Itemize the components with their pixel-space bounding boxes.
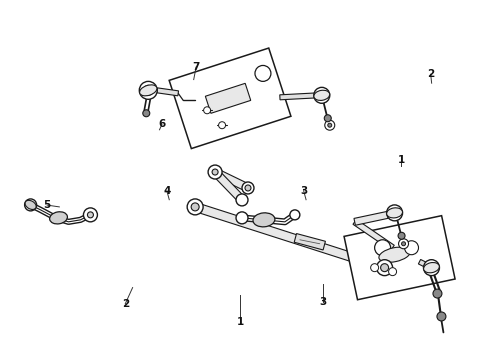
Circle shape [219,122,225,129]
Circle shape [387,205,403,221]
Text: 1: 1 [398,155,405,165]
Ellipse shape [140,85,157,96]
Circle shape [377,260,392,276]
Circle shape [423,260,440,276]
Ellipse shape [387,208,402,218]
Polygon shape [344,216,455,300]
Circle shape [370,264,379,272]
Circle shape [83,208,98,222]
Text: 5: 5 [44,200,51,210]
Circle shape [143,110,150,117]
Polygon shape [294,234,325,250]
Polygon shape [169,48,291,149]
Circle shape [255,66,271,81]
Circle shape [375,240,391,256]
Circle shape [290,210,300,220]
Circle shape [405,241,418,255]
Circle shape [212,169,218,175]
Ellipse shape [49,212,68,224]
Circle shape [433,289,442,298]
Ellipse shape [314,90,330,100]
Circle shape [242,182,254,194]
Circle shape [325,120,335,130]
Circle shape [187,199,203,215]
Circle shape [401,242,406,246]
Circle shape [318,91,326,99]
Circle shape [204,107,211,114]
Circle shape [245,185,251,191]
Text: 1: 1 [237,317,244,327]
Circle shape [324,115,331,122]
Circle shape [24,199,37,211]
Polygon shape [354,211,388,225]
Text: 2: 2 [122,299,129,309]
Polygon shape [418,260,433,270]
Circle shape [236,194,248,206]
Circle shape [236,212,248,224]
Circle shape [398,239,409,249]
Ellipse shape [379,247,410,262]
Circle shape [328,123,332,127]
Text: 7: 7 [193,62,200,72]
Polygon shape [157,88,178,96]
Ellipse shape [423,262,440,273]
Text: 4: 4 [163,186,171,196]
Circle shape [389,268,396,276]
Text: 3: 3 [300,186,307,196]
Circle shape [391,209,398,217]
Circle shape [381,264,389,272]
Circle shape [191,203,199,211]
Circle shape [398,232,405,239]
Circle shape [87,212,94,218]
Circle shape [437,312,446,321]
Ellipse shape [253,213,275,227]
Polygon shape [353,219,394,250]
Text: 3: 3 [319,297,327,307]
Polygon shape [280,93,318,100]
Circle shape [314,87,330,103]
Polygon shape [194,203,386,272]
Circle shape [143,85,153,95]
Circle shape [139,81,157,99]
Text: 2: 2 [427,69,434,79]
Text: 6: 6 [158,120,166,129]
Polygon shape [213,168,250,192]
Polygon shape [212,169,245,203]
Ellipse shape [25,200,36,210]
Circle shape [427,264,436,272]
Circle shape [208,165,222,179]
Polygon shape [205,83,251,113]
